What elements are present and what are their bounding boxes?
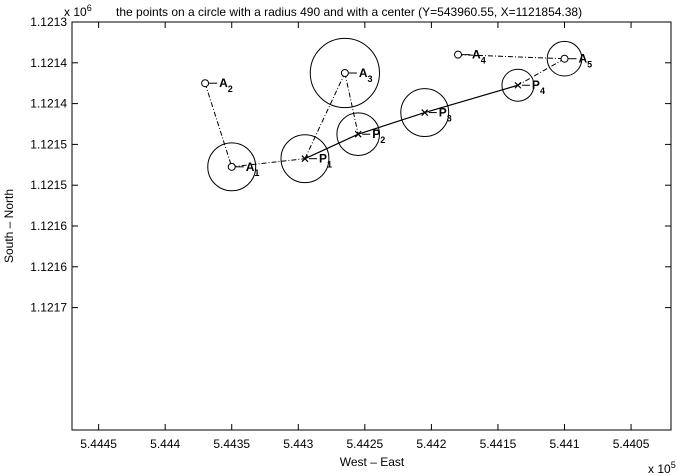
x-tick-label: 5.442 xyxy=(416,437,446,451)
x-axis-ticks: 5.4445 5.444 5.4435 5.443 5.4425 5.442 5.4415 5… xyxy=(80,22,650,451)
traverse-line xyxy=(304,84,519,160)
angle-arc-a3 xyxy=(309,37,380,109)
y-tick-label: 1.1216 xyxy=(30,219,67,233)
station-point-p1 xyxy=(301,155,309,163)
reference-point-a1 xyxy=(227,162,236,171)
station-point-p2 xyxy=(354,130,362,138)
x-tick-label: 5.4405 xyxy=(613,437,650,451)
reference-point-a4 xyxy=(454,50,463,59)
station-point-p3 xyxy=(421,109,429,117)
y-multiplier-base: x 10 xyxy=(64,5,87,19)
reference-point-label-a1: A1 xyxy=(246,160,260,178)
y-tick-label: 1.1215 xyxy=(30,178,67,192)
reference-point-label-a2: A2 xyxy=(219,76,233,94)
station-point-label-p1: P1 xyxy=(319,152,332,170)
x-tick-label: 5.4415 xyxy=(480,437,517,451)
sight-line-a1-p1 xyxy=(231,158,305,168)
angle-arc-p2 xyxy=(336,112,380,156)
angle-arc-a1 xyxy=(207,142,257,192)
y-multiplier: x 106 xyxy=(64,3,92,19)
sight-line-a3-p2 xyxy=(344,72,359,135)
station-point-label-p2: P2 xyxy=(372,127,385,145)
chart-marks: A1 A2 A3 A4 A5 P1 P2 P3 P4 xyxy=(201,37,593,192)
x-tick-label: 5.441 xyxy=(549,437,579,451)
x-tick-label: 5.4425 xyxy=(346,437,383,451)
reference-point-a5 xyxy=(560,54,569,63)
angle-arc-p1 xyxy=(280,134,330,184)
x-tick-label: 5.443 xyxy=(283,437,313,451)
x-multiplier: x 105 xyxy=(648,460,676,476)
station-point-p4 xyxy=(514,81,522,89)
x-tick-label: 5.4445 xyxy=(80,437,117,451)
reference-point-label-a3: A3 xyxy=(359,66,373,84)
y-tick-label: 1.1214 xyxy=(30,56,67,70)
reference-point-a2 xyxy=(201,79,210,88)
y-tick-label: 1.1217 xyxy=(30,301,67,315)
x-axis-label: West – East xyxy=(340,455,405,469)
sight-line-p1-a3 xyxy=(304,72,346,159)
station-point-label-p3: P3 xyxy=(439,106,452,124)
x-multiplier-exp: 5 xyxy=(671,460,676,470)
y-tick-label: 1.1216 xyxy=(30,260,67,274)
angle-arc-p3 xyxy=(400,88,450,138)
x-tick-label: 5.444 xyxy=(150,437,180,451)
plot-frame xyxy=(71,21,672,431)
y-axis-ticks: 1.1213 1.1214 1.1214 1.1215 1.1215 1.1216 1.12… xyxy=(30,15,671,315)
chart-title: the points on a circle with a radius 490… xyxy=(116,5,582,19)
x-tick-label: 5.4435 xyxy=(213,437,250,451)
reference-point-label-a4: A4 xyxy=(472,48,486,66)
reference-point-label-a5: A5 xyxy=(579,52,593,70)
angle-arc-p4 xyxy=(501,68,535,102)
angle-arc-a5 xyxy=(546,40,583,77)
sight-line-a2-a1 xyxy=(204,83,233,167)
y-multiplier-exp: 6 xyxy=(87,3,92,13)
station-point-label-p4: P4 xyxy=(532,78,545,96)
reference-point-a3 xyxy=(340,69,349,77)
x-multiplier-base: x 10 xyxy=(648,462,671,476)
y-tick-label: 1.1215 xyxy=(30,137,67,151)
sight-line-a5-p4 xyxy=(517,58,565,86)
sight-line-a4-a5 xyxy=(458,54,565,60)
y-tick-label: 1.1213 xyxy=(30,15,67,29)
y-tick-label: 1.1214 xyxy=(30,97,67,111)
y-axis-label: South – North xyxy=(2,189,16,263)
